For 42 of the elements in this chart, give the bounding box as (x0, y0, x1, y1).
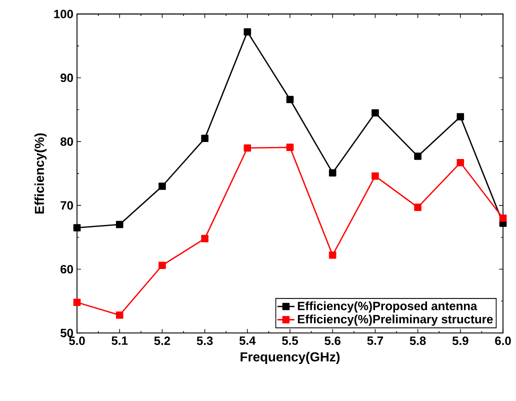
x-tick-label: 5.5 (282, 336, 298, 345)
point (244, 144, 252, 152)
x-tick-label: 5.9 (452, 336, 468, 346)
point (201, 234, 208, 242)
point (73, 298, 81, 306)
point (414, 204, 422, 211)
point (456, 159, 464, 166)
point (414, 152, 422, 160)
point (328, 169, 336, 177)
point (116, 220, 124, 228)
x-axis-title: Frequency(GHz) (240, 352, 340, 364)
x-tick-label: 5.1 (112, 336, 128, 345)
legend-label: Efficiency(%)Proposed antenna (298, 301, 478, 313)
x-tick-label: 5.0 (69, 336, 85, 346)
y-axis-title: Efficiency(%) (34, 133, 47, 214)
y-tick-label: 70 (60, 201, 73, 210)
point (286, 96, 294, 104)
point (244, 28, 252, 36)
point (372, 172, 379, 180)
x-tick-label: 5.6 (324, 336, 341, 346)
x-tick-label: 5.2 (154, 336, 170, 346)
y-tick-label: 50 (60, 328, 73, 338)
point (73, 224, 81, 232)
x-tick-label: 5.3 (196, 336, 213, 346)
point (499, 214, 507, 222)
point (286, 144, 294, 151)
point (158, 262, 166, 270)
point (456, 113, 464, 120)
point (328, 252, 336, 259)
point (116, 311, 124, 319)
x-tick-label: 6.0 (495, 336, 511, 346)
y-tick-label: 80 (60, 137, 73, 146)
y-tick-label: 60 (60, 264, 73, 274)
legend-label: Efficiency(%)Preliminary structure (298, 314, 493, 326)
y-tick-label: 100 (54, 10, 73, 18)
point (158, 182, 166, 190)
x-tick-label: 5.4 (239, 336, 256, 345)
x-tick-label: 5.7 (367, 336, 384, 345)
y-tick-label: 90 (60, 74, 73, 82)
point (372, 109, 379, 117)
point (201, 134, 208, 142)
x-tick-label: 5.8 (410, 336, 426, 346)
